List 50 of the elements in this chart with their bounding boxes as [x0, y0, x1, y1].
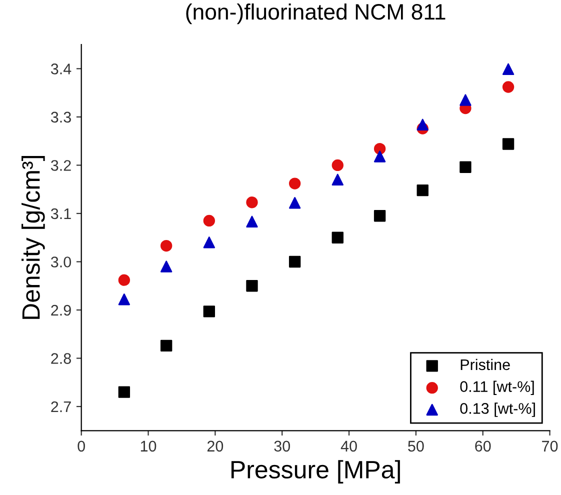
point	[460, 161, 472, 173]
y-axis-title: Density [g/cm³]	[22, 156, 45, 319]
point	[160, 340, 172, 352]
legend-label: 0.11 [wt-%]	[460, 380, 534, 396]
x-tick-label: 50	[408, 440, 424, 452]
point	[416, 118, 428, 131]
y-tick-label: 3.4	[50, 64, 72, 74]
point	[332, 159, 344, 172]
point	[374, 142, 386, 155]
point	[460, 94, 472, 106]
point	[502, 81, 514, 93]
x-tick-label: 60	[475, 440, 491, 452]
point	[332, 232, 344, 244]
point	[374, 150, 386, 162]
y-tick-label: 2.7	[51, 401, 71, 412]
point	[502, 63, 514, 76]
x-axis-title: Pressure [MPa]	[231, 460, 400, 484]
point	[246, 196, 258, 208]
legend-label: 0.13 [wt-%]	[460, 402, 535, 417]
point	[332, 174, 344, 186]
x-tick-label: 70	[542, 440, 558, 452]
point	[288, 197, 301, 209]
x-tick-label: 10	[140, 440, 156, 452]
point	[374, 210, 386, 222]
y-tick-label: 3.3	[50, 112, 71, 123]
chart-title: (non-)fluorinated NCM 811	[186, 3, 446, 24]
x-tick-label: 20	[207, 440, 224, 452]
point	[118, 386, 130, 398]
y-tick-label: 2.8	[51, 353, 71, 364]
point	[118, 294, 130, 306]
y-tick-label: 2.9	[51, 304, 71, 316]
point	[118, 274, 130, 286]
point	[288, 178, 301, 190]
y-tick-label: 3.0	[50, 256, 72, 268]
legend-label: Pristine	[460, 358, 510, 370]
point	[246, 280, 258, 292]
y-tick-label: 3.2	[50, 160, 71, 171]
point	[288, 256, 301, 268]
y-tick-label: 3.1	[50, 208, 71, 220]
point	[203, 236, 216, 248]
point	[416, 184, 428, 196]
x-tick-label: 0	[78, 440, 85, 452]
point	[203, 306, 216, 318]
point	[502, 138, 514, 150]
x-tick-label: 30	[274, 440, 290, 452]
point	[160, 260, 172, 272]
point	[160, 240, 172, 252]
point	[203, 214, 216, 227]
x-tick-label: 40	[340, 440, 357, 452]
point	[246, 216, 258, 228]
